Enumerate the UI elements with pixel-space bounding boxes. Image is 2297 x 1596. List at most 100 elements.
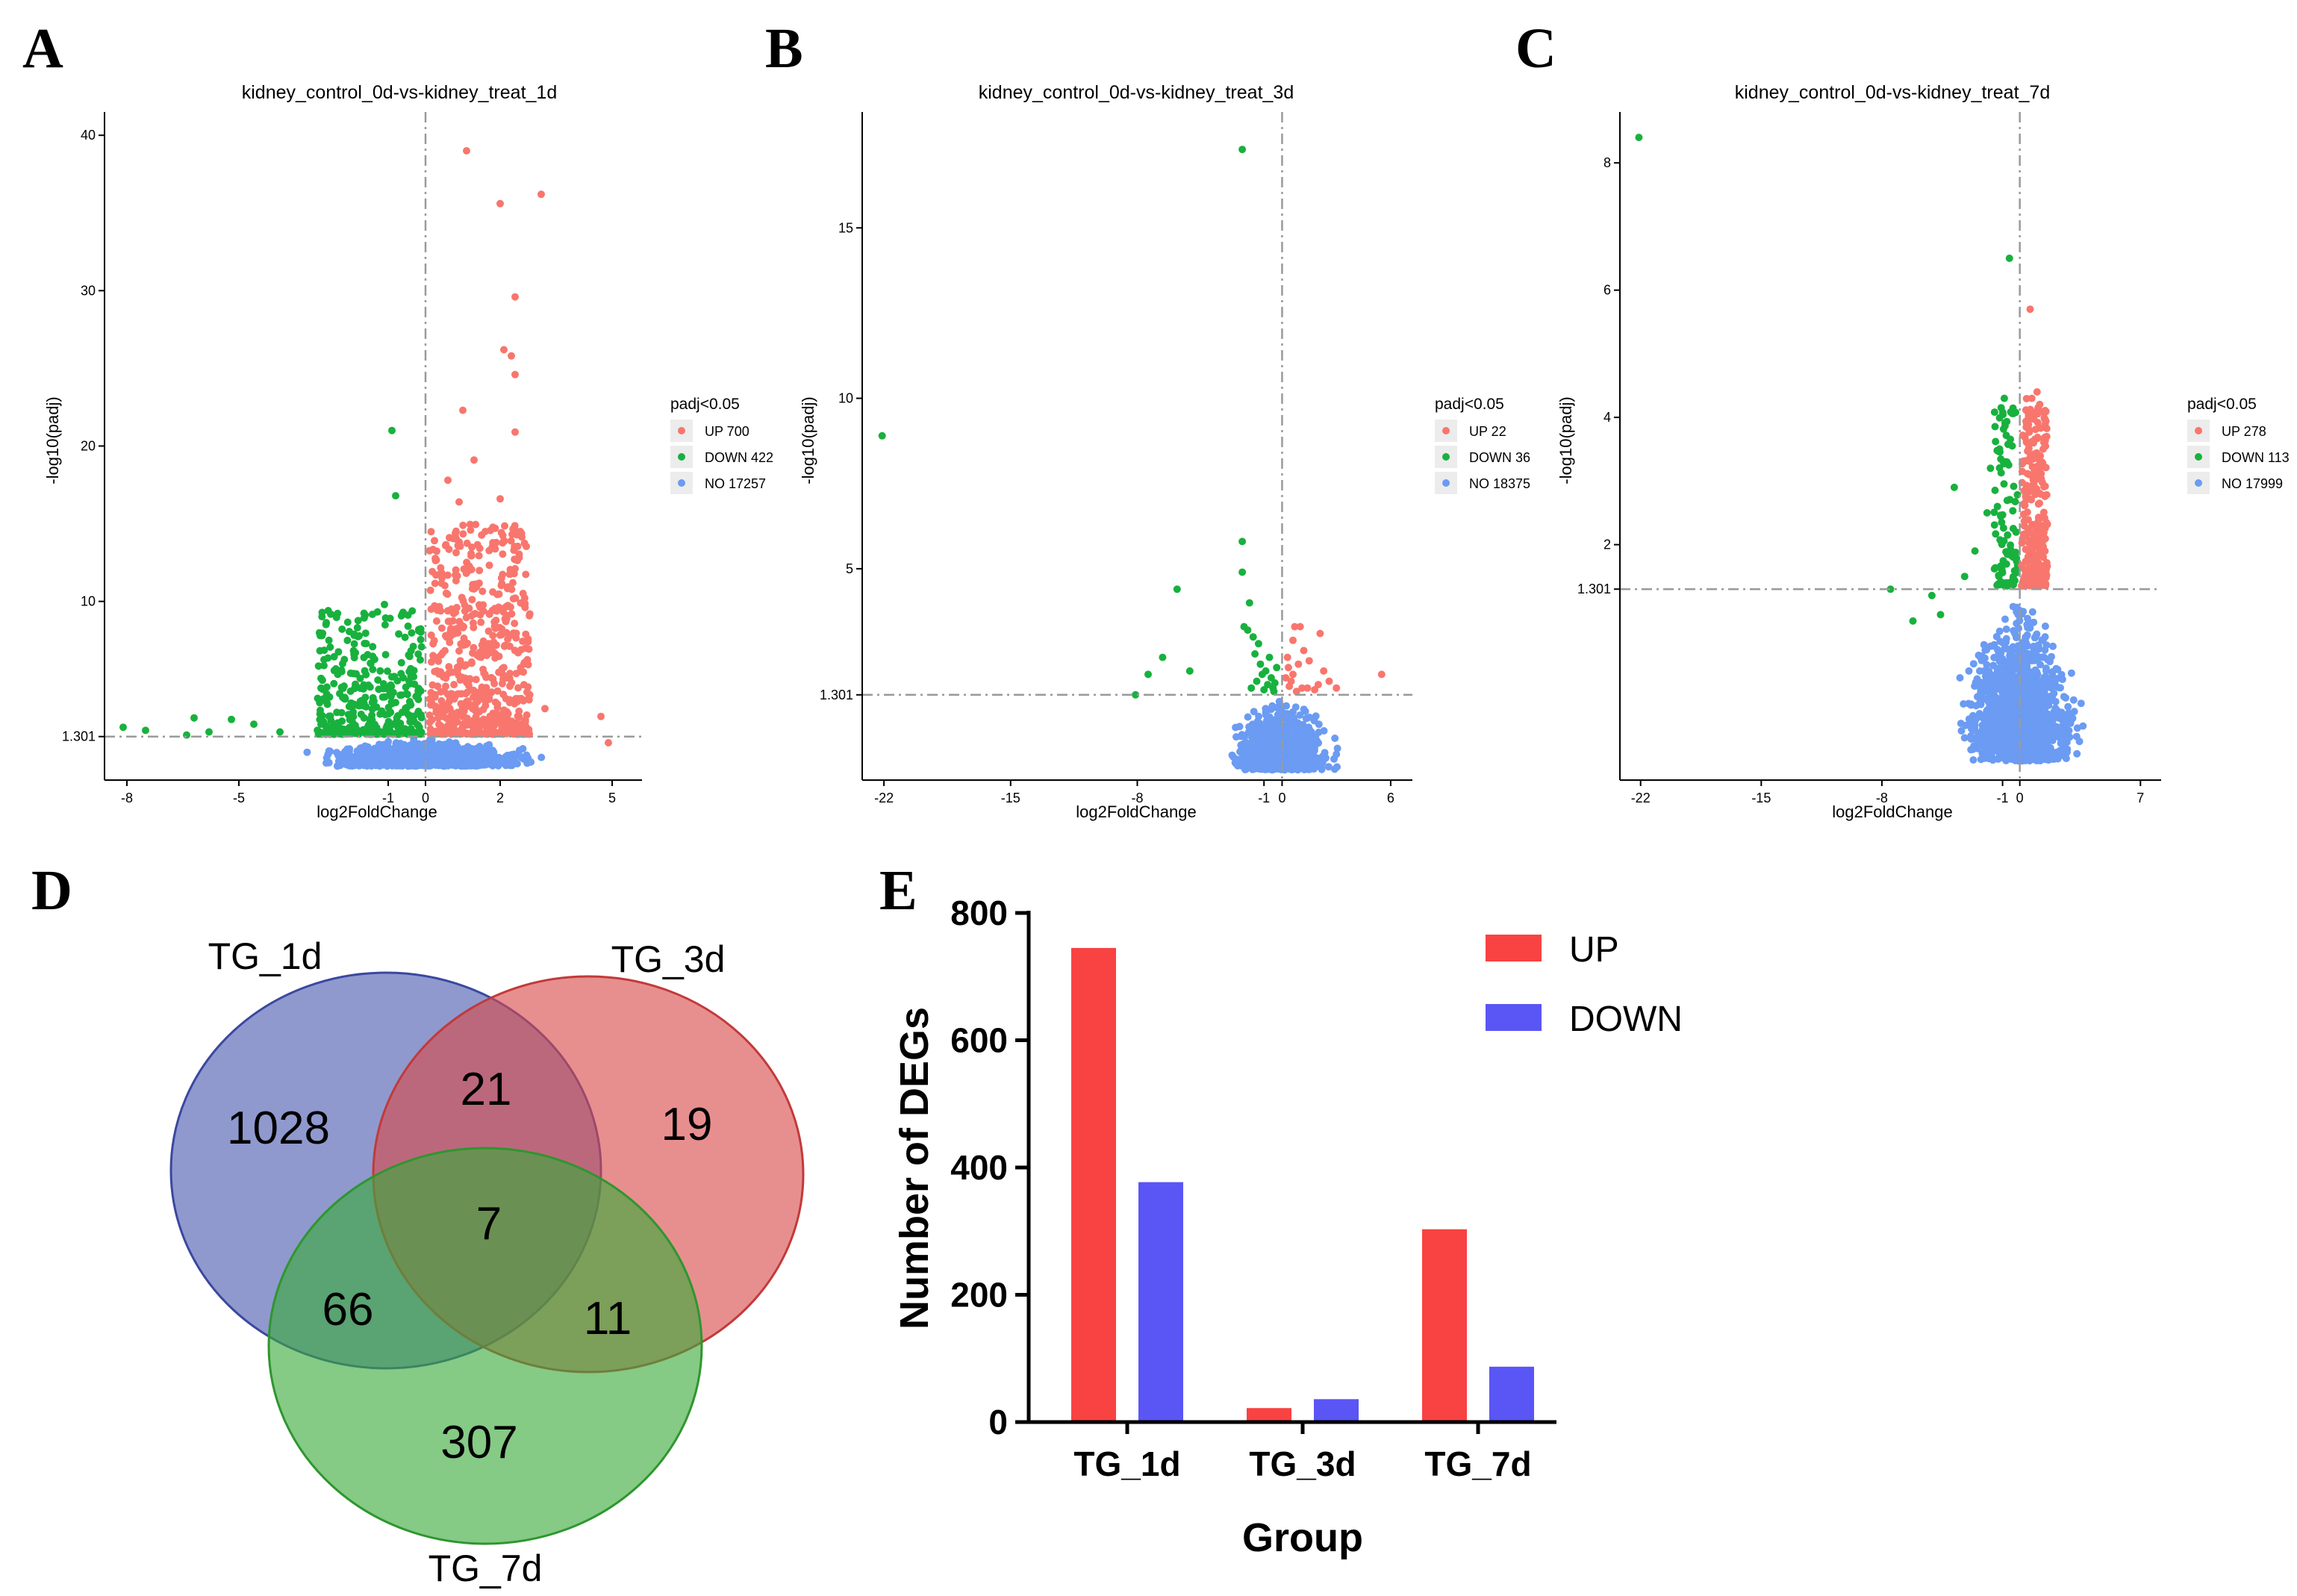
point-down: [340, 682, 348, 691]
point-up: [515, 713, 523, 721]
point-up: [427, 688, 435, 696]
point-no: [2041, 705, 2049, 714]
point-down: [411, 680, 419, 688]
point-up: [427, 605, 435, 614]
point-down: [1256, 660, 1265, 668]
point-no: [1988, 708, 1996, 717]
point-no: [1976, 667, 1983, 675]
point-no: [519, 745, 527, 752]
point-down: [1990, 521, 1998, 529]
point-up: [1303, 684, 1312, 692]
point-down: [354, 701, 361, 709]
y-tick-label: 10: [81, 594, 96, 609]
point-down: [338, 660, 346, 668]
point-up: [508, 352, 515, 360]
point-no: [1262, 711, 1270, 719]
point-no: [2070, 708, 2078, 716]
point-down: [878, 431, 886, 440]
point-no: [343, 745, 352, 753]
point-down: [406, 713, 414, 721]
x-tick-label: 5: [608, 791, 616, 805]
point-down: [320, 646, 328, 655]
point-up: [1294, 660, 1303, 668]
point-up: [454, 664, 462, 672]
point-up: [505, 570, 514, 579]
point-no: [489, 746, 496, 755]
point-up: [479, 665, 487, 673]
point-no: [355, 755, 363, 763]
point-up: [2022, 546, 2030, 553]
point-up: [1325, 677, 1333, 685]
point-no: [1261, 738, 1269, 746]
point-no: [1989, 747, 1997, 755]
y-tick-label: 40: [81, 128, 96, 143]
point-up: [526, 611, 534, 620]
point-down: [326, 712, 334, 720]
point-up: [479, 601, 487, 609]
point-up: [501, 641, 509, 649]
point-no: [2067, 669, 2075, 677]
point-up: [437, 624, 446, 632]
point-no: [1306, 765, 1315, 773]
point-no: [2065, 726, 2073, 735]
point-up: [493, 687, 502, 695]
point-up: [485, 610, 493, 618]
point-down: [2007, 541, 2015, 549]
point-no: [1274, 744, 1282, 752]
point-up: [442, 589, 450, 597]
point-down: [368, 699, 376, 706]
point-up: [2036, 400, 2044, 408]
point-up: [463, 688, 471, 696]
point-no: [2025, 742, 2033, 750]
point-down: [1267, 674, 1275, 682]
point-up: [426, 695, 434, 703]
point-up: [470, 623, 478, 632]
point-down: [361, 640, 369, 647]
point-up: [453, 718, 461, 726]
point-down: [381, 600, 388, 608]
point-up: [1316, 629, 1324, 638]
point-down: [1270, 688, 1278, 696]
point-no: [1311, 758, 1319, 766]
point-up: [437, 607, 445, 615]
point-down: [2009, 404, 2017, 412]
point-no: [1241, 766, 1249, 773]
point-no: [1975, 651, 1983, 659]
point-no: [2024, 721, 2032, 729]
point-no: [335, 757, 343, 765]
point-no: [2039, 723, 2047, 732]
point-down: [319, 685, 327, 693]
point-no: [2008, 750, 2016, 758]
point-up: [436, 570, 444, 579]
point-up: [520, 601, 528, 609]
point-no: [1273, 731, 1281, 739]
point-no: [1997, 666, 2005, 674]
point-up: [459, 521, 467, 529]
point-down: [320, 661, 328, 670]
x-tick-label: -8: [1131, 791, 1143, 805]
point-no: [2069, 714, 2077, 722]
point-up: [1311, 686, 1319, 693]
point-down: [1265, 653, 1274, 661]
point-no: [406, 761, 414, 770]
volcano-b-legend-down-key: [1442, 453, 1450, 461]
point-up: [496, 495, 504, 503]
volcano-a-legend-down-key: [678, 453, 685, 461]
point-up: [431, 537, 438, 545]
point-no: [527, 758, 535, 766]
point-down: [350, 654, 358, 661]
point-down: [1238, 537, 1247, 546]
point-no: [1301, 707, 1309, 715]
panel-letter-a: A: [22, 17, 63, 80]
point-no: [406, 741, 414, 749]
point-down: [1249, 633, 1257, 641]
point-down: [361, 667, 369, 675]
point-up: [508, 585, 516, 593]
point-no: [2054, 665, 2062, 673]
point-up: [481, 528, 489, 535]
point-up: [605, 739, 612, 746]
point-up: [464, 677, 473, 685]
point-no: [499, 755, 507, 764]
point-down: [325, 636, 333, 644]
point-down: [1185, 667, 1194, 675]
